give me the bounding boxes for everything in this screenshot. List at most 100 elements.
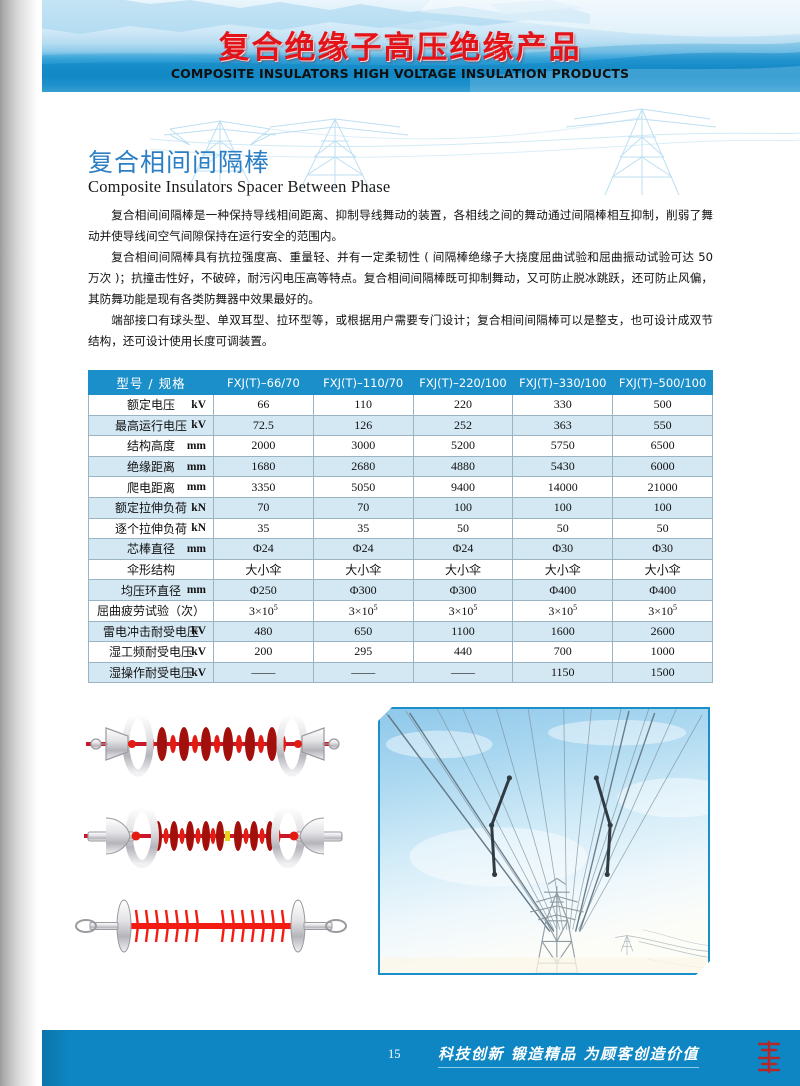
table-cell: 5750 (512, 435, 614, 457)
table-row-unit: kV (191, 398, 206, 411)
render-double-eye-type (74, 802, 348, 868)
page-header-banner: 复合绝缘子高压绝缘产品 COMPOSITE INSULATORS HIGH VO… (0, 0, 800, 92)
table-cell: 3×105 (312, 599, 414, 622)
table-cell: 大小伞 (512, 558, 614, 581)
table-cell: 3×105 (213, 599, 314, 622)
header-wave-decoration (0, 0, 800, 92)
table-row-label: 均压环直径 mm (88, 579, 214, 601)
table-cell: 126 (312, 414, 414, 437)
table-cell: 大小伞 (312, 558, 414, 581)
table-row-unit: kV (191, 666, 206, 679)
table-row-label: 湿工频耐受电压 kV (88, 641, 214, 663)
table-row: 最高运行电压 kV 72.5 126 252 363 550 (88, 414, 713, 437)
table-cell: Φ250 (213, 579, 314, 601)
table-col-header-model-5: FXJ(T)–500/100 (612, 370, 713, 395)
table-cell: 100 (412, 496, 514, 519)
table-row-label: 绝缘距离 mm (88, 455, 214, 478)
table-row: 雷电冲击耐受电压 kV 480 650 1100 1600 2600 (88, 620, 713, 643)
table-cell: 3×105 (512, 599, 614, 622)
table-cell: Φ30 (612, 538, 713, 560)
table-cell: Φ24 (412, 538, 514, 560)
table-cell: 650 (312, 620, 414, 643)
table-row: 结构高度 mm 2000 3000 5200 5750 6500 (88, 435, 713, 457)
section-title-cn: 复合相间间隔棒 (88, 148, 271, 177)
table-col-header-model-1: FXJ(T)–66/70 (213, 370, 314, 395)
table-cell: 6500 (612, 435, 713, 457)
product-render-figure (66, 706, 356, 976)
table-cell: 14000 (512, 476, 614, 498)
table-row-label: 最高运行电压 kV (88, 414, 214, 437)
table-cell: 330 (512, 394, 614, 416)
table-cell: —— (412, 661, 514, 684)
table-cell: 5430 (512, 455, 614, 478)
table-cell: 35 (213, 517, 314, 540)
table-cell: 252 (412, 414, 514, 437)
table-row-unit: mm (186, 584, 206, 597)
body-text: 复合相间间隔棒是一种保持导线相间距离、抑制导线舞动的装置，各相线之间的舞动通过间… (88, 205, 713, 352)
table-cell: 3×105 (412, 599, 514, 622)
table-row: 逐个拉伸负荷 kN 35 35 50 50 50 (88, 517, 713, 540)
table-row-unit: mm (186, 439, 206, 452)
table-cell: 295 (312, 641, 414, 663)
table-row-label: 屈曲疲劳试验（次） (88, 599, 214, 622)
table-row-unit: kV (191, 645, 206, 658)
table-cell: 66 (213, 394, 314, 416)
table-cell: Φ30 (512, 538, 614, 560)
table-row: 绝缘距离 mm 1680 2680 4880 5430 6000 (88, 455, 713, 478)
table-cell: 70 (312, 496, 414, 519)
table-row: 额定电压 kV 66 110 220 330 500 (88, 394, 713, 416)
table-cell: 3000 (312, 435, 414, 457)
company-logo-icon (757, 1040, 781, 1074)
spacer-product-drawings (74, 711, 348, 958)
table-cell: 1100 (412, 620, 514, 643)
table-cell: 440 (412, 641, 514, 663)
spec-table-wrapper: 型号 / 规格 FXJ(T)–66/70 FXJ(T)–110/70 FXJ(T)–2… (88, 370, 713, 684)
table-header-row: 型号 / 规格 FXJ(T)–66/70 FXJ(T)–110/70 FXJ(T)–2… (88, 370, 713, 395)
table-cell: 1150 (512, 661, 614, 684)
table-row-label: 额定拉伸负荷 kN (88, 496, 214, 519)
photo-power-lines-sky (380, 709, 708, 973)
table-row-label: 额定电压 kV (88, 394, 214, 416)
transmission-line-photo (378, 707, 710, 975)
table-cell: 6000 (612, 455, 713, 478)
table-cell: 35 (312, 517, 414, 540)
spec-table-head: 型号 / 规格 FXJ(T)–66/70 FXJ(T)–110/70 FXJ(T)–2… (88, 370, 713, 395)
table-row-unit: mm (186, 460, 206, 473)
table-cell: 480 (213, 620, 314, 643)
table-cell: 9400 (412, 476, 514, 498)
table-col-header-model-4: FXJ(T)–330/100 (512, 370, 614, 395)
table-row-unit: kN (191, 501, 206, 514)
table-cell: 1680 (213, 455, 314, 478)
table-cell: 550 (612, 414, 713, 437)
table-cell: 4880 (412, 455, 514, 478)
table-row-label: 雷电冲击耐受电压 kV (88, 620, 214, 643)
table-cell: 200 (213, 641, 314, 663)
table-cell: Φ400 (512, 579, 614, 601)
spec-table-body: 额定电压 kV 66 110 220 330 500 最高运行电压 kV 72.5 126 252 36… (88, 394, 713, 684)
table-cell: 70 (213, 496, 314, 519)
header-title-en: COMPOSITE INSULATORS HIGH VOLTAGE INSULA… (170, 66, 630, 81)
table-cell: 2600 (612, 620, 713, 643)
table-cell: 100 (512, 496, 614, 519)
page-footer: 15 科技创新 锻造精品 为顾客创造价值 (0, 1030, 800, 1086)
table-row-unit: mm (186, 481, 206, 494)
table-cell: 3×105 (612, 599, 713, 622)
table-cell: 110 (312, 394, 414, 416)
table-cell: 5200 (412, 435, 514, 457)
header-title-cn: 复合绝缘子高压绝缘产品 (218, 30, 582, 66)
table-row-label: 芯棒直径 mm (88, 538, 214, 560)
paragraph-3: 端部接口有球头型、单双耳型、拉环型等，或根据用户需要专门设计；复合相间间隔棒可以… (88, 313, 713, 348)
section-title-en: Composite Insulators Spacer Between Phas… (88, 177, 391, 196)
table-row: 屈曲疲劳试验（次） 3×105 3×105 3×105 3×105 3×105 (88, 599, 713, 622)
table-cell: 50 (512, 517, 614, 540)
table-row-label: 结构高度 mm (88, 435, 214, 457)
table-row: 伞形结构 大小伞 大小伞 大小伞 大小伞 大小伞 (88, 558, 713, 581)
table-cell: Φ24 (213, 538, 314, 560)
table-cell: 1500 (612, 661, 713, 684)
table-cell: 1600 (512, 620, 614, 643)
table-cell: 大小伞 (412, 558, 514, 581)
table-cell: 50 (412, 517, 514, 540)
table-row-label: 爬电距离 mm (88, 476, 214, 498)
section-title-block: 复合相间间隔棒 Composite Insulators Spacer Betw… (0, 95, 800, 205)
